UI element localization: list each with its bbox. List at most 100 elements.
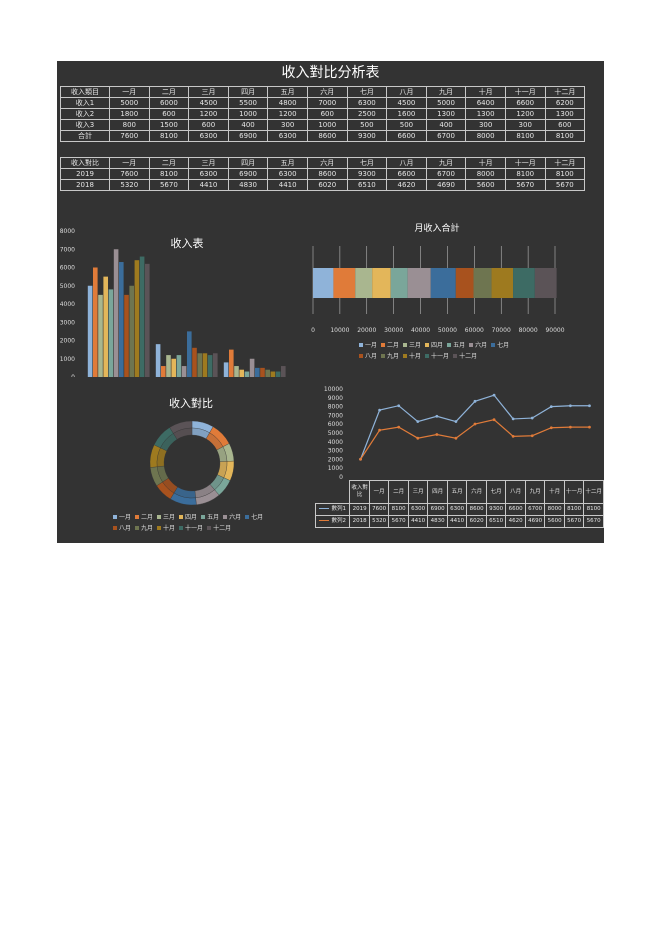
row-label: 2018: [60, 179, 110, 191]
table-row: 收入2 1800 600 1200 1000 1200 600 2500 1600 1300 130…: [60, 108, 586, 120]
y-tick-label: 4000: [328, 439, 343, 446]
bar: [202, 353, 208, 377]
table-cell: 8600: [466, 503, 487, 516]
table-cell: 300: [504, 119, 546, 131]
x-tick-label: 10000: [330, 327, 349, 334]
bar: [124, 294, 129, 377]
series-point: [454, 420, 458, 423]
table-cell: 1000: [227, 108, 269, 120]
row-label: 合計: [60, 130, 110, 142]
table-cell: 5320: [368, 515, 390, 528]
table-cell: 1300: [465, 108, 506, 120]
column-header: 三月: [188, 157, 229, 169]
legend-swatch: [179, 514, 184, 519]
bar: [260, 367, 265, 377]
legend-label: 五月: [207, 514, 220, 521]
column-header: 十二月: [544, 157, 586, 169]
bar: [161, 366, 166, 377]
bar: [98, 294, 103, 377]
table-cell: 6300: [446, 503, 468, 516]
table-cell: 6300: [407, 503, 429, 516]
series-point: [454, 436, 458, 440]
y-tick-label: 5000: [60, 283, 75, 290]
legend-label: 十二月: [459, 353, 478, 360]
column-header: 七月: [485, 480, 507, 504]
series-name: 數列2: [331, 518, 346, 524]
table-cell: 9300: [346, 130, 388, 142]
table-cell: 9300: [485, 503, 507, 516]
series-point: [359, 457, 362, 461]
legend-label: 二月: [387, 342, 400, 349]
legend-item: 十月: [403, 350, 421, 361]
series-key: [319, 508, 330, 509]
bar: [93, 267, 98, 377]
bar: [181, 366, 187, 377]
legend-label: 四月: [185, 514, 198, 521]
table-cell: 4500: [386, 97, 427, 109]
column-header: 收入對比: [60, 157, 110, 169]
table-cell: 4410: [267, 179, 308, 191]
column-header: 十月: [465, 157, 506, 169]
table-cell: 8000: [544, 503, 565, 516]
income-bar-chart: 010002000300040005000600070008000收入1收入2收…: [60, 228, 286, 377]
table-cell: 8100: [388, 503, 409, 516]
table-cell: 8100: [148, 130, 190, 142]
row-label: 收入2: [60, 108, 110, 120]
bar: [229, 349, 234, 377]
table-cell: 600: [544, 119, 586, 131]
legend-swatch: [469, 342, 474, 347]
column-header: 九月: [524, 480, 546, 504]
series-point: [511, 417, 515, 421]
x-tick-label: 30000: [384, 327, 403, 334]
column-header: 十月: [465, 86, 506, 98]
legend-swatch: [135, 525, 140, 530]
table-cell: 5670: [504, 179, 546, 191]
column-header: 十一月: [504, 86, 546, 98]
table-cell: 6600: [386, 168, 427, 180]
table-cell: 8100: [544, 130, 586, 142]
series-point: [416, 420, 420, 423]
bar: [108, 289, 114, 377]
series-label: 數列2: [314, 515, 351, 528]
legend-swatch: [359, 342, 363, 347]
legend-swatch: [403, 342, 408, 347]
column-header: 六月: [306, 157, 348, 169]
legend-swatch: [453, 353, 458, 358]
legend-item: 一月: [113, 511, 131, 522]
column-header: 六月: [306, 86, 348, 98]
legend-swatch: [425, 342, 430, 347]
legend-item: 四月: [179, 511, 197, 522]
bar: [192, 347, 197, 377]
legend-swatch: [179, 525, 184, 530]
legend-label: 四月: [431, 342, 444, 349]
legend-label: 十一月: [431, 353, 450, 360]
series-point: [549, 426, 553, 430]
series-point: [416, 436, 420, 440]
legend-label: 一月: [365, 342, 378, 349]
bar: [166, 355, 171, 377]
legend-item: 七月: [245, 511, 263, 522]
table-cell: 500: [346, 119, 388, 131]
legend-item: 一月: [359, 339, 377, 350]
table-cell: 6200: [544, 97, 586, 109]
bar: [281, 366, 286, 377]
legend-item: 十月: [157, 522, 175, 533]
series-name: 數列1: [331, 506, 346, 512]
y-tick-label: 2000: [328, 456, 343, 463]
legend-item: 七月: [491, 339, 509, 350]
column-header: 八月: [505, 480, 526, 504]
stacked-segment: [513, 268, 535, 298]
series-point: [435, 414, 439, 418]
legend-swatch: [447, 342, 452, 347]
legend-swatch: [113, 525, 117, 530]
comparison-donut-chart: [149, 420, 235, 506]
bar: [113, 249, 119, 377]
table-cell: 7600: [109, 168, 150, 180]
table-cell: 1600: [386, 108, 427, 120]
table-cell: 4620: [386, 179, 427, 191]
series-point: [588, 404, 591, 408]
table-cell: 6020: [306, 179, 348, 191]
table-cell: 8600: [306, 168, 348, 180]
bar: [249, 358, 255, 377]
column-header: 五月: [267, 86, 308, 98]
